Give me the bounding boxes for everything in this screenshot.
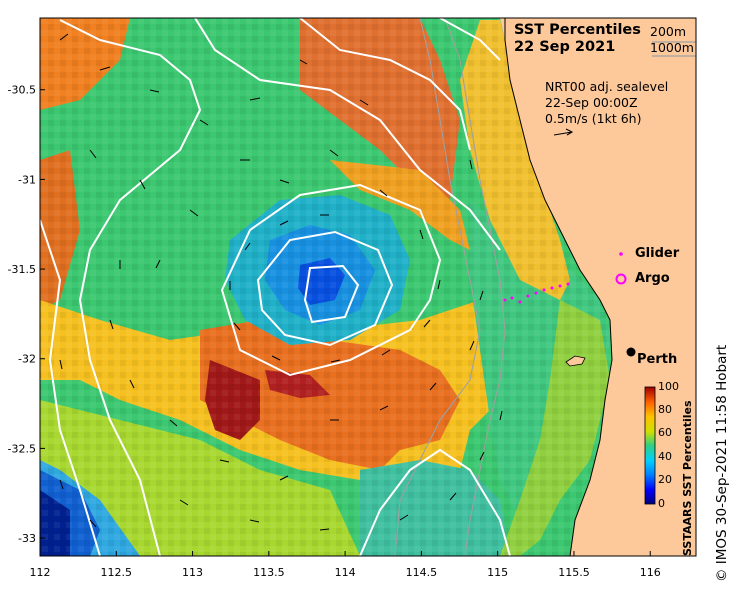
colorbar-tick-100: 100 <box>658 380 679 393</box>
glider-legend-label: Glider <box>635 246 680 261</box>
coastline <box>504 18 613 557</box>
sealevel-contours <box>40 18 511 556</box>
map-title: SST Percentiles 22 Sep 2021 <box>514 22 641 56</box>
x-tick-label: 113 <box>182 566 203 579</box>
current-vectors <box>59 33 503 531</box>
colorbar-tick-60: 60 <box>658 426 672 439</box>
colorbar-title: SSTAARS SST Percentiles <box>681 400 694 557</box>
vector-source: NRT00 adj. sealevel <box>545 79 669 94</box>
vector-scale: 0.5m/s (1kt 6h) <box>545 111 642 126</box>
glider-track <box>503 282 570 304</box>
x-tick-label: 114 <box>335 566 356 579</box>
x-tick-label: 116 <box>640 566 661 579</box>
colorbar-tick-0: 0 <box>658 497 665 510</box>
x-tick-label: 115.5 <box>558 566 590 579</box>
rottnest-island <box>565 355 586 367</box>
argo-marker <box>615 273 627 285</box>
y-tick-label: -30.5 <box>8 84 36 97</box>
x-tick-label: 114.5 <box>406 566 438 579</box>
depth-label-200m: 200m <box>650 24 687 39</box>
y-tick-label: -32 <box>18 353 36 366</box>
colorbar-tick-80: 80 <box>658 403 672 416</box>
perth-marker <box>626 347 636 357</box>
y-tick-label: -31 <box>18 173 36 186</box>
imos-credit: © IMOS 30-Sep-2021 11:58 Hobart <box>714 344 730 582</box>
perth-label: Perth <box>637 352 678 367</box>
y-tick-label: -33 <box>18 532 36 545</box>
plot-frame <box>39 17 697 557</box>
colorbar <box>644 386 656 505</box>
colorbar-tick-40: 40 <box>658 450 672 463</box>
depth-label-1000m: 1000m <box>650 40 694 55</box>
x-tick-label: 112.5 <box>101 566 133 579</box>
y-tick-label: -32.5 <box>8 442 36 455</box>
glider-marker <box>619 252 623 256</box>
x-tick-label: 115 <box>487 566 508 579</box>
x-tick-label: 112 <box>30 566 51 579</box>
vector-info: NRT00 adj. sealevel 22-Sep 00:00Z 0.5m/s… <box>545 79 668 127</box>
argo-legend-label: Argo <box>635 271 670 286</box>
depth-legend: 200m 1000m <box>650 24 694 56</box>
title-date: 22 Sep 2021 <box>514 39 616 55</box>
x-tick-label: 113.5 <box>253 566 285 579</box>
axis-ticks: 112 112.5 113 113.5 114 114.5 115 115.5 116 -30.5… <box>8 84 661 579</box>
vector-time: 22-Sep 00:00Z <box>545 95 638 110</box>
vector-scale-arrow <box>553 128 574 136</box>
title-line1: SST Percentiles <box>514 22 641 38</box>
colorbar-tick-20: 20 <box>658 473 672 486</box>
y-tick-label: -31.5 <box>8 263 36 276</box>
